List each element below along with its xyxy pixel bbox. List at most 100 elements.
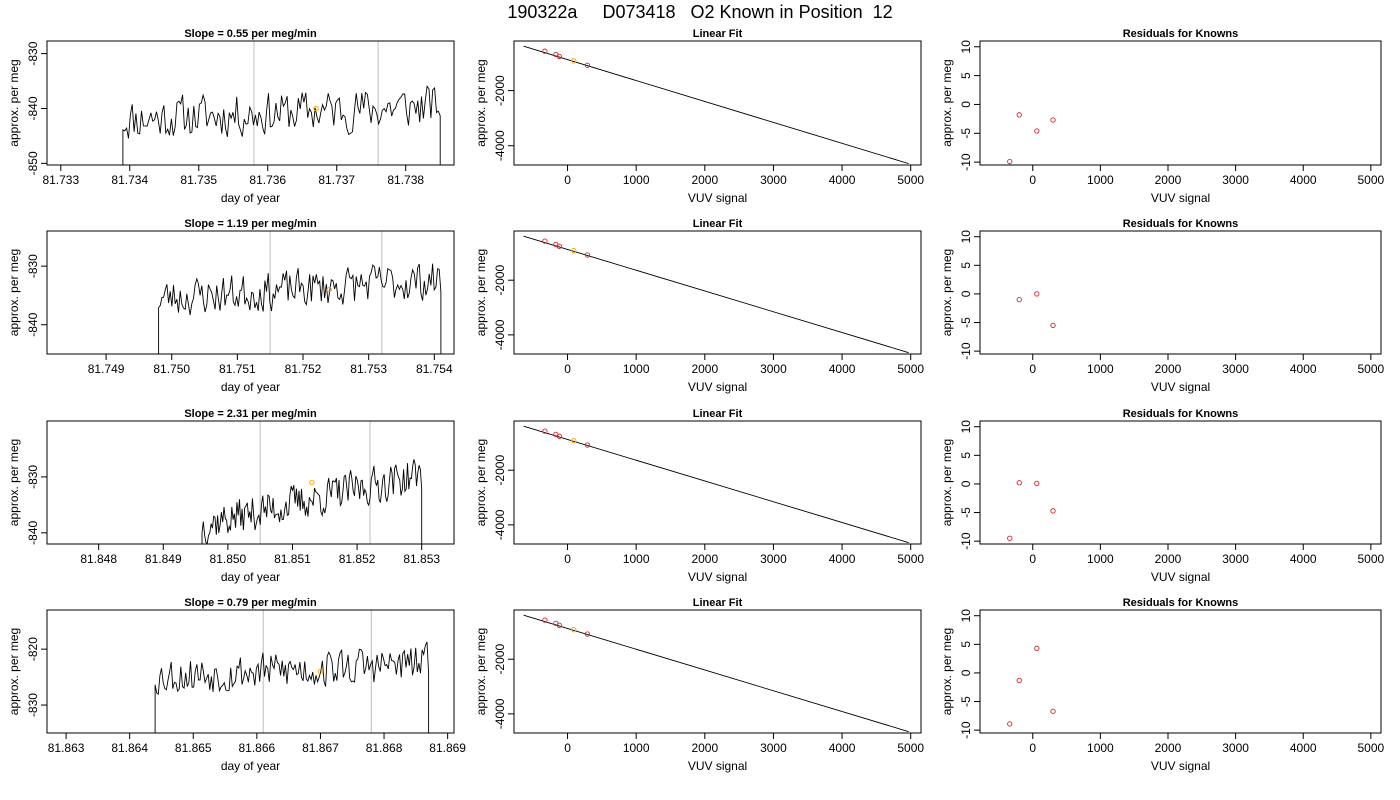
data-point xyxy=(1050,117,1056,123)
y-axis-label: approx. per meg xyxy=(7,249,21,336)
x-tick-label: 0 xyxy=(564,552,571,566)
y-axis-label: approx. per meg xyxy=(940,59,954,146)
axes-box xyxy=(46,609,455,734)
axes-box xyxy=(513,609,922,734)
time-series-line xyxy=(122,85,441,165)
plot-area xyxy=(122,41,441,165)
data-point xyxy=(556,53,562,60)
x-tick-label: 2000 xyxy=(691,552,718,566)
plot-area xyxy=(1007,645,1056,727)
x-tick-label: 81.737 xyxy=(318,173,355,187)
data-point xyxy=(1016,112,1022,118)
x-axis-label: VUV signal xyxy=(688,191,747,205)
x-tick-label: 81.734 xyxy=(111,173,148,187)
panel-title: Linear Fit xyxy=(693,597,743,609)
x-tick-label: 2000 xyxy=(1155,552,1182,566)
x-tick-label: 81.864 xyxy=(111,741,148,755)
data-point xyxy=(1016,677,1022,684)
x-axis-label: VUV signal xyxy=(688,380,747,394)
x-tick-label: 4000 xyxy=(1290,362,1317,376)
plot-area xyxy=(1007,112,1056,165)
known-point xyxy=(571,437,577,444)
x-axis-label: VUV signal xyxy=(1151,759,1210,773)
x-tick-label: 5000 xyxy=(897,173,924,187)
panel-title: Slope = 2.31 per meg/min xyxy=(184,408,317,420)
y-tick-label: -830 xyxy=(26,693,40,717)
axes-box xyxy=(979,230,1382,355)
chart-panel-0-2: Residuals for Knowns 0 1000 2000 3000 4000 500… xyxy=(940,28,1385,205)
x-tick-label: 81.863 xyxy=(48,741,85,755)
y-tick-label: -2000 xyxy=(493,644,507,675)
y-axis-label: approx. per meg xyxy=(940,439,954,526)
x-tick-label: 2000 xyxy=(1155,173,1182,187)
data-point xyxy=(584,442,591,448)
page-title: 190322a D073418 O2 Known in Position 12 xyxy=(507,2,893,22)
axes-box xyxy=(46,230,455,355)
y-axis-label: approx. per meg xyxy=(474,249,488,336)
x-tick-label: 81.868 xyxy=(366,741,403,755)
x-tick-label: 1000 xyxy=(623,362,650,376)
x-tick-label: 5000 xyxy=(897,362,924,376)
y-tick-label: -850 xyxy=(26,151,40,175)
x-tick-label: 81.751 xyxy=(219,362,256,376)
data-point xyxy=(556,622,562,628)
fit-line xyxy=(523,235,909,354)
y-tick-label: 5 xyxy=(959,72,973,79)
x-tick-label: 4000 xyxy=(829,741,856,755)
axes-box xyxy=(979,420,1382,545)
y-tick-label: 5 xyxy=(959,262,973,269)
axes-box xyxy=(979,609,1382,734)
chart-panel-0-1: Linear Fit 0 1000 2000 3000 4000 5000 -4000 -200… xyxy=(474,28,924,205)
y-tick-label: -4000 xyxy=(493,509,507,540)
panel-title: Linear Fit xyxy=(693,28,743,40)
plot-area xyxy=(1016,291,1056,329)
y-tick-label: 10 xyxy=(959,609,973,623)
known-point xyxy=(317,668,324,675)
plot-area xyxy=(1007,480,1056,541)
x-axis-label: VUV signal xyxy=(1151,380,1210,394)
x-tick-label: 3000 xyxy=(760,552,787,566)
data-point xyxy=(1007,721,1013,727)
y-tick-label: -4000 xyxy=(493,130,507,161)
x-tick-label: 0 xyxy=(1029,552,1036,566)
x-tick-label: 3000 xyxy=(1222,173,1249,187)
data-point xyxy=(542,238,548,244)
chart-panel-2-2: Residuals for Knowns 0 1000 2000 3000 4000 500… xyxy=(940,408,1385,584)
x-tick-label: 0 xyxy=(564,362,571,376)
y-tick-label: -5 xyxy=(959,128,973,139)
data-point xyxy=(1007,158,1013,165)
y-tick-label: -2000 xyxy=(493,265,507,296)
x-tick-label: 81.749 xyxy=(88,362,125,376)
time-series-line xyxy=(201,459,423,544)
x-tick-label: 2000 xyxy=(691,173,718,187)
y-tick-label: -4000 xyxy=(493,319,507,350)
known-point xyxy=(571,626,577,633)
y-axis-label: approx. per meg xyxy=(474,439,488,526)
x-tick-label: 2000 xyxy=(691,741,718,755)
data-point xyxy=(1034,291,1040,297)
y-tick-label: -10 xyxy=(959,342,973,360)
x-tick-label: 81.869 xyxy=(429,741,466,755)
plot-area xyxy=(154,610,430,733)
x-tick-label: 81.849 xyxy=(145,552,182,566)
x-tick-label: 0 xyxy=(1029,741,1036,755)
axes-box xyxy=(46,420,455,545)
data-point xyxy=(542,428,548,434)
x-tick-label: 1000 xyxy=(623,552,650,566)
axes-box xyxy=(513,40,922,166)
axes-box xyxy=(979,40,1382,166)
data-point xyxy=(556,243,562,249)
x-tick-label: 81.848 xyxy=(80,552,117,566)
known-point xyxy=(571,58,577,64)
x-tick-label: 81.867 xyxy=(302,741,339,755)
data-point xyxy=(1007,535,1013,541)
y-axis-label: approx. per meg xyxy=(7,59,21,146)
x-tick-label: 0 xyxy=(1029,173,1036,187)
chart-panel-2-1: Linear Fit 0 1000 2000 3000 4000 5000 -4000 -200… xyxy=(474,408,924,584)
fit-line xyxy=(523,614,909,733)
y-tick-label: -5 xyxy=(959,507,973,518)
x-axis-label: VUV signal xyxy=(688,759,747,773)
x-tick-label: 81.735 xyxy=(180,173,217,187)
fit-line xyxy=(523,425,909,544)
